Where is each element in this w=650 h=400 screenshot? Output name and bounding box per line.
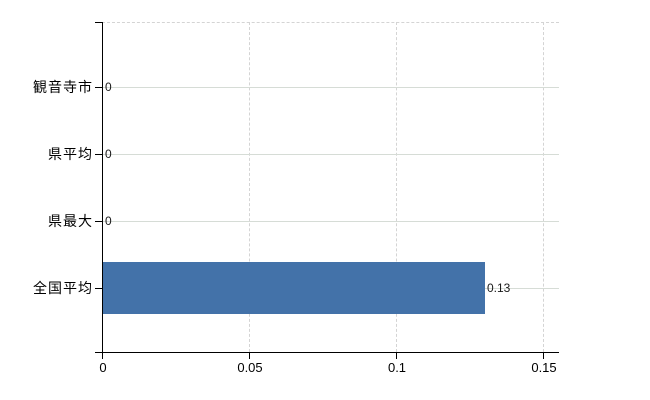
v-gridline — [249, 22, 250, 352]
y-tick — [95, 288, 102, 289]
y-axis — [102, 22, 103, 353]
category-label: 観音寺市 — [33, 79, 93, 95]
y-tick — [95, 221, 102, 222]
h-gridline — [102, 221, 559, 222]
h-gridline — [102, 87, 559, 88]
v-gridline — [396, 22, 397, 352]
x-tick — [102, 353, 103, 359]
value-label: 0.13 — [487, 281, 511, 295]
y-tick — [95, 22, 102, 23]
plot-top-border — [102, 22, 559, 23]
h-gridline — [102, 154, 559, 155]
value-label: 0 — [105, 147, 112, 161]
category-label: 全国平均 — [33, 280, 93, 296]
bar — [103, 262, 485, 314]
x-tick — [249, 353, 250, 359]
category-label: 県最大 — [48, 213, 93, 229]
value-label: 0 — [105, 214, 112, 228]
x-tick-label: 0.1 — [387, 360, 407, 375]
x-axis — [95, 352, 559, 353]
y-tick — [95, 87, 102, 88]
x-tick-label: 0.05 — [237, 360, 263, 375]
y-tick — [95, 154, 102, 155]
x-tick-label: 0.15 — [531, 360, 557, 375]
category-label: 県平均 — [48, 146, 93, 162]
x-tick-label: 0 — [99, 360, 107, 375]
x-tick — [543, 353, 544, 359]
v-gridline — [543, 22, 544, 352]
x-tick — [396, 353, 397, 359]
value-label: 0 — [105, 80, 112, 94]
